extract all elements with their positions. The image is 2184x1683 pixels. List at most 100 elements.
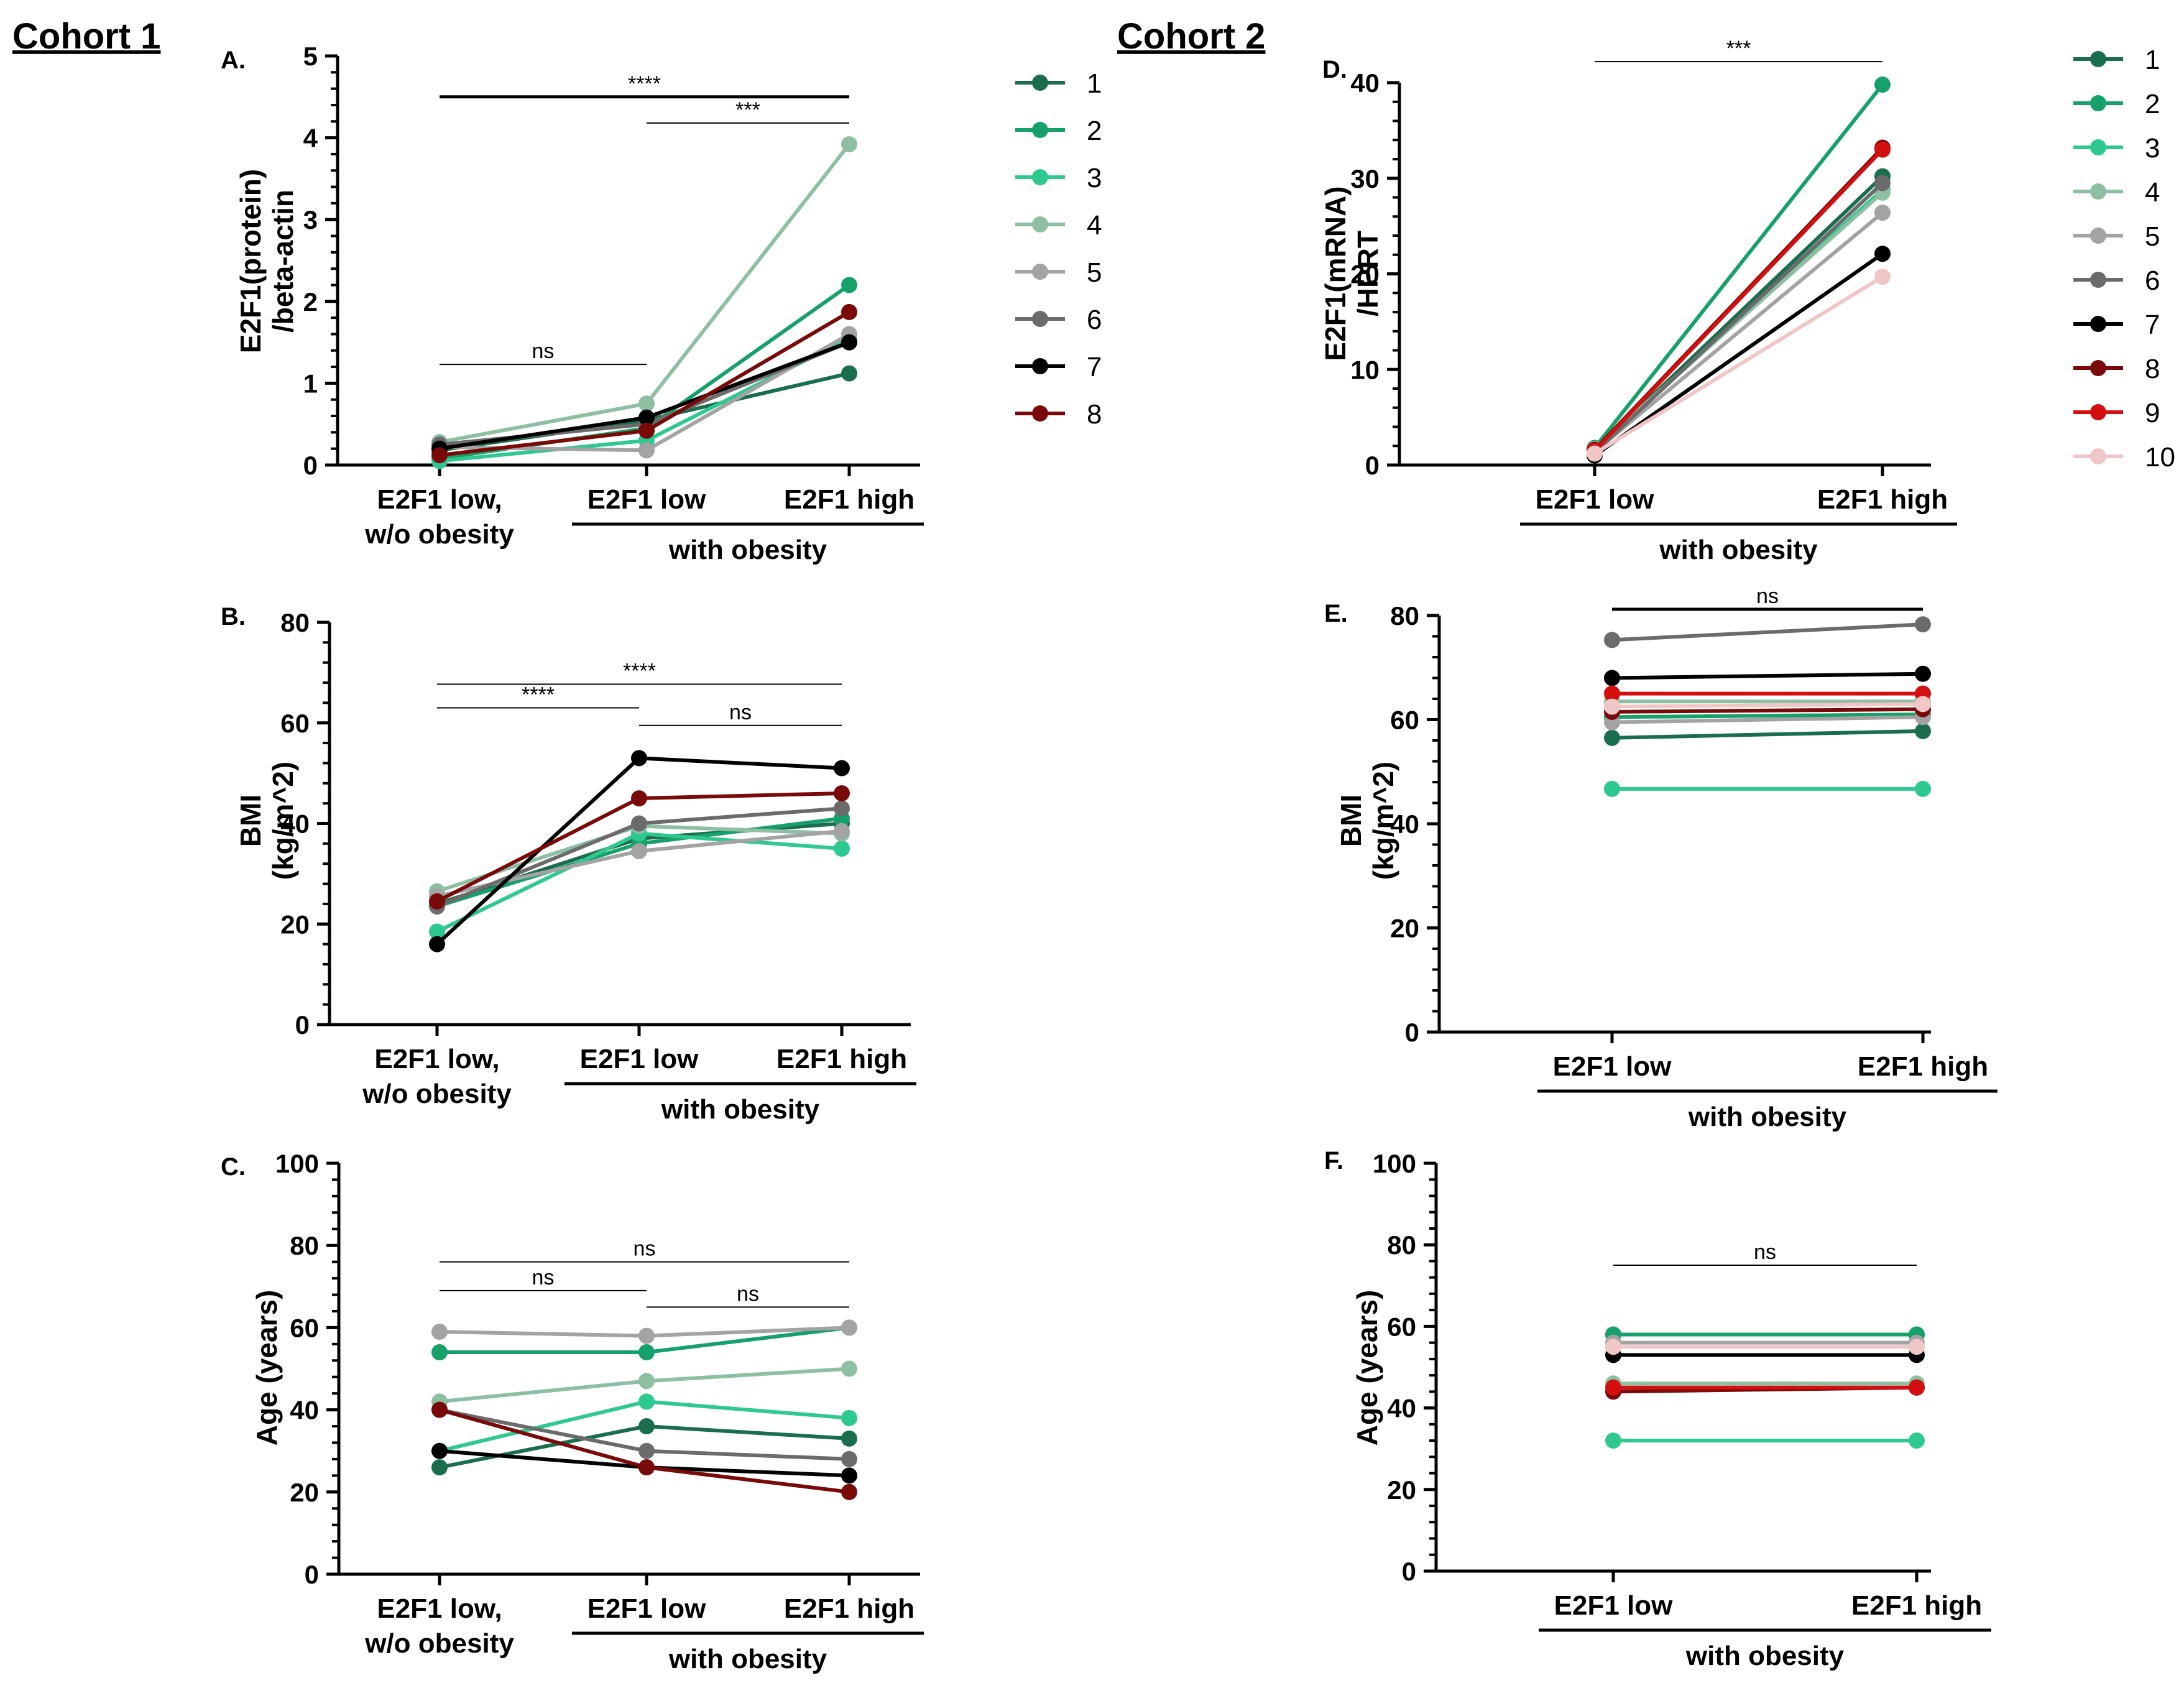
- significance-label: ****: [522, 683, 555, 706]
- legend-swatch-marker: [2090, 183, 2106, 200]
- data-point: [1909, 1339, 1925, 1355]
- legend-item-6: 6: [1015, 305, 1102, 335]
- panels: A. 0 1 2 3 4 5 E2F1(protein)/beta-actin E2F1 low…: [221, 37, 1997, 1674]
- significance-label: ns: [1756, 584, 1779, 608]
- data-point: [631, 842, 647, 859]
- data-point: [638, 442, 655, 459]
- legend-item-6: 6: [2073, 265, 2160, 296]
- legend-item-8: 8: [1015, 399, 1102, 430]
- data-point: [841, 303, 857, 320]
- series-line: [1593, 148, 1884, 453]
- series-9: [1604, 685, 1931, 702]
- significance-label: ****: [628, 72, 661, 96]
- y-tick-label: 20: [1350, 260, 1380, 289]
- legend-swatch-marker: [1032, 264, 1048, 280]
- data-point: [431, 1442, 448, 1459]
- legend-label: 10: [2145, 442, 2175, 473]
- data-point: [834, 760, 850, 777]
- y-tick-label: 40: [1350, 68, 1380, 98]
- data-point: [1604, 685, 1620, 702]
- legend-swatch-marker: [1032, 311, 1048, 327]
- data-point: [1605, 1379, 1621, 1396]
- legend-item-2: 2: [1015, 116, 1102, 146]
- legend-label: 1: [2145, 45, 2160, 75]
- y-tick-label: 3: [303, 205, 318, 234]
- series-line: [1611, 622, 1924, 642]
- panel-label: A.: [221, 47, 246, 74]
- y-tick-label: 40: [280, 809, 310, 839]
- y-tick-label: 80: [290, 1231, 319, 1260]
- y-tick-label: 5: [303, 42, 318, 71]
- panel-label: E.: [1324, 600, 1348, 627]
- legend-item-10: 10: [2073, 442, 2175, 473]
- y-tick-label: 1: [303, 369, 318, 398]
- x-tick-label: E2F1 high: [1858, 1051, 1988, 1082]
- significance-label: ns: [1754, 1240, 1776, 1264]
- significance-label: ns: [729, 701, 752, 724]
- group-label: with obesity: [1659, 535, 1818, 565]
- legend-label: 9: [2145, 398, 2160, 428]
- data-point: [638, 1373, 655, 1390]
- x-tick-label: E2F1 low: [1554, 1590, 1673, 1621]
- legend-swatch-marker: [2090, 316, 2106, 332]
- y-tick-label: 100: [275, 1149, 319, 1178]
- x-tick-label: E2F1 high: [784, 484, 915, 515]
- legend-swatch-marker: [2090, 139, 2106, 155]
- data-point: [638, 409, 655, 426]
- data-point: [1874, 141, 1891, 158]
- data-point: [841, 1450, 857, 1467]
- legend-label: 3: [2145, 133, 2160, 164]
- legend-item-2: 2: [2073, 89, 2160, 119]
- legend-item-5: 5: [1015, 257, 1102, 288]
- legend-item-3: 3: [1015, 163, 1102, 193]
- series-line: [1611, 712, 1924, 719]
- series-6: [1587, 175, 1891, 461]
- data-point: [1874, 269, 1891, 285]
- series-line: [1593, 275, 1884, 456]
- legend-item-4: 4: [1015, 210, 1102, 241]
- y-tick-label: 100: [1373, 1149, 1416, 1178]
- legend-swatch-marker: [1032, 75, 1048, 91]
- data-point: [1915, 696, 1931, 712]
- data-point: [431, 1401, 448, 1418]
- data-point: [1909, 1432, 1925, 1449]
- data-point: [841, 1409, 857, 1426]
- data-point: [1605, 1432, 1621, 1449]
- y-axis-title: E2F1(protein): [234, 169, 267, 353]
- data-point: [429, 936, 445, 952]
- legend-swatch-marker: [2090, 51, 2106, 67]
- legend-label: 6: [2145, 265, 2160, 296]
- x-tick-label: E2F1 low: [587, 484, 706, 515]
- y-tick-label: 2: [303, 287, 318, 316]
- data-point: [631, 750, 647, 767]
- data-point: [841, 334, 857, 351]
- data-point: [841, 365, 857, 382]
- data-point: [841, 1467, 857, 1484]
- data-point: [841, 1319, 857, 1336]
- legend-label: 3: [1087, 163, 1102, 193]
- y-axis-title: E2F1(mRNA): [1319, 186, 1352, 361]
- y-axis-title: Age (years): [251, 1290, 283, 1446]
- series-7: [1604, 665, 1931, 686]
- legend-label: 5: [1087, 257, 1102, 288]
- series-line: [1593, 211, 1884, 453]
- x-tick-label: E2F1 low: [1536, 484, 1654, 515]
- y-tick-label: 10: [1350, 355, 1380, 384]
- y-tick-label: 20: [1387, 1475, 1416, 1505]
- series-1: [431, 1418, 857, 1476]
- legend-item-8: 8: [2073, 354, 2160, 384]
- data-point: [841, 277, 857, 293]
- panel-label: F.: [1324, 1147, 1343, 1174]
- series-2: [1605, 1326, 1925, 1343]
- legend-cohort1: 1 2 3 4 5 6 7 8: [1015, 68, 1102, 430]
- data-point: [1874, 175, 1891, 191]
- series-2: [1587, 76, 1891, 456]
- series-line: [1611, 715, 1924, 724]
- legend-label: 5: [2145, 221, 2160, 252]
- legend-item-7: 7: [1015, 352, 1102, 382]
- legend-item-1: 1: [1015, 68, 1102, 99]
- x-tick-label: E2F1 low: [1553, 1051, 1672, 1082]
- y-tick-label: 30: [1350, 164, 1380, 193]
- data-point: [1915, 665, 1931, 682]
- data-point: [1915, 780, 1931, 797]
